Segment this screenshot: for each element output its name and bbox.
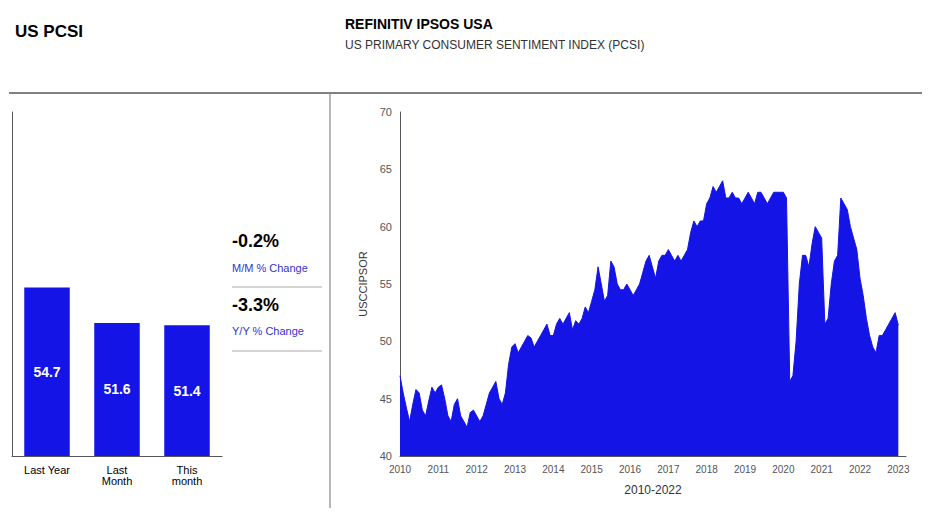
svg-text:55: 55 (380, 278, 392, 290)
svg-text:M/M % Change: M/M % Change (232, 262, 308, 274)
svg-text:2015: 2015 (581, 464, 604, 475)
svg-text:70: 70 (380, 106, 392, 118)
svg-text:40: 40 (380, 450, 392, 462)
svg-text:2020: 2020 (772, 464, 795, 475)
svg-text:2013: 2013 (504, 464, 527, 475)
svg-text:-0.2%: -0.2% (232, 231, 279, 251)
svg-text:Month: Month (102, 475, 133, 487)
svg-text:51.6: 51.6 (103, 381, 130, 397)
svg-text:2018: 2018 (696, 464, 719, 475)
svg-text:51.4: 51.4 (173, 383, 200, 399)
svg-text:Y/Y % Change: Y/Y % Change (232, 325, 304, 337)
svg-text:2010: 2010 (389, 464, 412, 475)
svg-text:2022: 2022 (849, 464, 872, 475)
svg-text:Last: Last (106, 463, 128, 476)
svg-text:REFINITIV IPSOS USA: REFINITIV IPSOS USA (345, 16, 493, 32)
svg-text:Last Year: Last Year (24, 464, 70, 476)
svg-text:US PRIMARY CONSUMER SENTIMENT: US PRIMARY CONSUMER SENTIMENT INDEX (PCS… (345, 38, 644, 52)
svg-text:2021: 2021 (811, 464, 834, 475)
svg-text:2017: 2017 (657, 464, 680, 475)
svg-text:45: 45 (380, 393, 392, 405)
svg-text:65: 65 (380, 163, 392, 175)
svg-text:2019: 2019 (734, 464, 757, 475)
svg-text:50: 50 (380, 335, 392, 347)
svg-text:-3.3%: -3.3% (232, 295, 279, 315)
svg-text:2011: 2011 (428, 464, 450, 475)
svg-text:US PCSI: US PCSI (15, 22, 83, 41)
svg-text:USCCIPSOR: USCCIPSOR (357, 251, 369, 316)
svg-text:2023: 2023 (887, 464, 910, 475)
svg-text:60: 60 (380, 221, 392, 233)
svg-text:2012: 2012 (466, 464, 489, 475)
svg-text:54.7: 54.7 (33, 364, 60, 380)
svg-text:month: month (172, 475, 203, 487)
svg-text:2016: 2016 (619, 464, 642, 475)
svg-text:2014: 2014 (542, 464, 565, 475)
svg-text:2010-2022: 2010-2022 (624, 483, 682, 497)
svg-text:This: This (176, 463, 198, 476)
